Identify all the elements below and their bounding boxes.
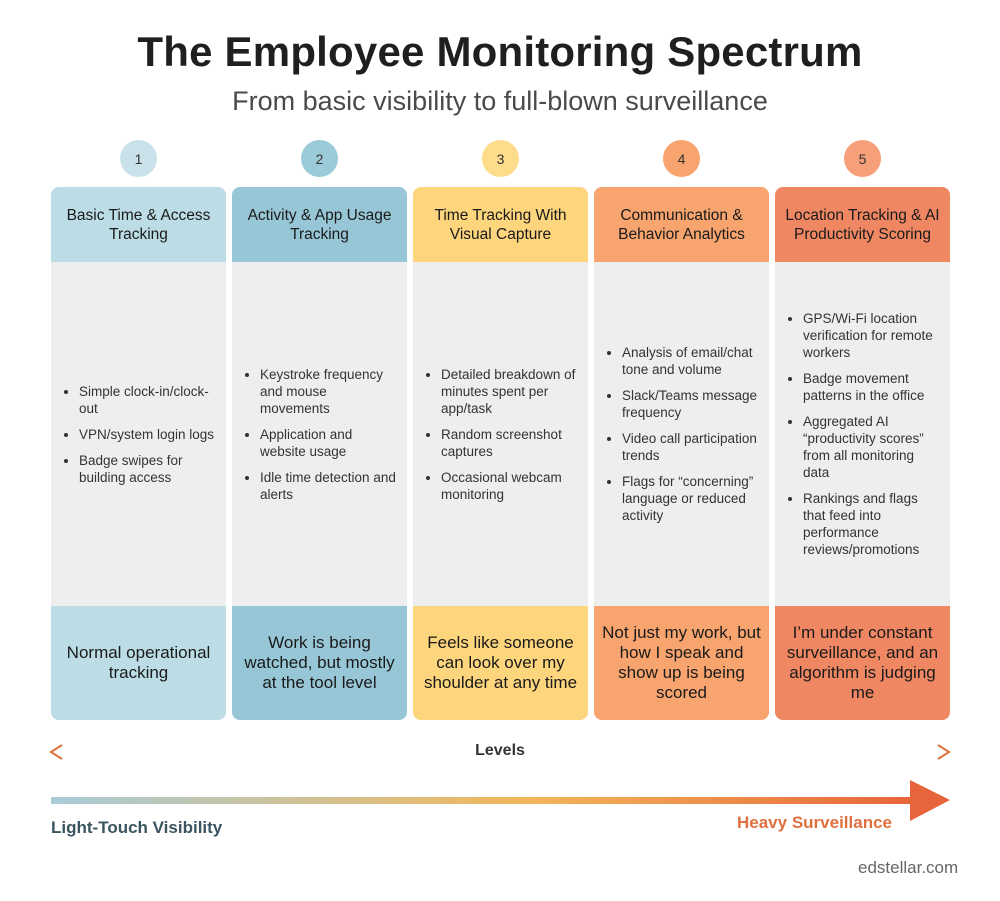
level-heading: Communication & Behavior Analytics	[594, 187, 769, 262]
level-item: Badge swipes for building access	[79, 452, 218, 486]
spectrum-arrow-head	[910, 780, 950, 821]
level-feeling: Not just my work, but how I speak and sh…	[594, 606, 769, 720]
level-item-list: GPS/Wi-Fi location verification for remo…	[789, 301, 942, 567]
level-details: Keystroke frequency and mouse movements A…	[232, 262, 407, 606]
page-title: The Employee Monitoring Spectrum	[137, 28, 863, 75]
level-item-list: Detailed breakdown of minutes spent per …	[427, 357, 580, 512]
level-column-4: 4 Communication & Behavior Analytics Analy…	[594, 140, 769, 720]
level-item: Idle time detection and alerts	[260, 469, 399, 503]
spectrum-arrow-shaft	[51, 797, 917, 804]
levels-arrowhead-left	[49, 744, 63, 760]
level-item: Occasional webcam monitoring	[441, 469, 580, 503]
level-item: Analysis of email/chat tone and volume	[622, 344, 761, 378]
level-item: Badge movement patterns in the office	[803, 370, 942, 404]
level-column-3: 3 Time Tracking With Visual Capture Detail…	[413, 140, 588, 720]
level-feeling: Work is being watched, but mostly at the…	[232, 606, 407, 720]
level-details: Simple clock-in/clock-out VPN/system logi…	[51, 262, 226, 606]
level-item: Aggregated AI “productivity scores” from…	[803, 413, 942, 481]
level-details: GPS/Wi-Fi location verification for remo…	[775, 262, 950, 606]
level-item-list: Keystroke frequency and mouse movements A…	[246, 357, 399, 512]
level-item: Flags for “concerning” language or reduc…	[622, 473, 761, 524]
level-column-1: 1 Basic Time & Access Tracking Simple cloc…	[51, 140, 226, 720]
levels-label: Levels	[475, 742, 525, 759]
level-heading: Time Tracking With Visual Capture	[413, 187, 588, 262]
level-feeling: I’m under constant surveillance, and an …	[775, 606, 950, 720]
scale-right-label: Heavy Surveillance	[737, 813, 892, 832]
level-item: Simple clock-in/clock-out	[79, 383, 218, 417]
level-item: GPS/Wi-Fi location verification for remo…	[803, 310, 942, 361]
level-number-badge: 5	[844, 140, 881, 177]
level-item-list: Simple clock-in/clock-out VPN/system logi…	[65, 374, 218, 495]
page-subtitle: From basic visibility to full-blown surv…	[232, 86, 768, 116]
level-heading: Basic Time & Access Tracking	[51, 187, 226, 262]
level-heading: Activity & App Usage Tracking	[232, 187, 407, 262]
level-item: Slack/Teams message frequency	[622, 387, 761, 421]
level-card: Time Tracking With Visual Capture Detaile…	[413, 187, 588, 720]
level-item: VPN/system login logs	[79, 426, 218, 443]
level-heading: Location Tracking & AI Productivity Scor…	[775, 187, 950, 262]
level-item: Random screenshot captures	[441, 426, 580, 460]
level-details: Analysis of email/chat tone and volume Sl…	[594, 262, 769, 606]
level-feeling: Feels like someone can look over my shou…	[413, 606, 588, 720]
credit-text: edstellar.com	[858, 858, 959, 877]
level-number-badge: 3	[482, 140, 519, 177]
level-number-badge: 4	[663, 140, 700, 177]
level-card: Location Tracking & AI Productivity Scor…	[775, 187, 950, 720]
level-item: Keystroke frequency and mouse movements	[260, 366, 399, 417]
level-column-2: 2 Activity & App Usage Tracking Keystroke …	[232, 140, 407, 720]
level-card: Activity & App Usage Tracking Keystroke f…	[232, 187, 407, 720]
level-item: Video call participation trends	[622, 430, 761, 464]
level-details: Detailed breakdown of minutes spent per …	[413, 262, 588, 606]
level-card: Basic Time & Access Tracking Simple clock…	[51, 187, 226, 720]
level-number-badge: 2	[301, 140, 338, 177]
level-item: Detailed breakdown of minutes spent per …	[441, 366, 580, 417]
level-card: Communication & Behavior Analytics Analys…	[594, 187, 769, 720]
level-number-badge: 1	[120, 140, 157, 177]
level-feeling: Normal operational tracking	[51, 606, 226, 720]
level-item: Application and website usage	[260, 426, 399, 460]
levels-arrowhead-right	[937, 744, 951, 760]
level-item: Rankings and flags that feed into perfor…	[803, 490, 942, 558]
scale-left-label: Light-Touch Visibility	[51, 818, 223, 837]
level-column-5: 5 Location Tracking & AI Productivity Sco…	[775, 140, 950, 720]
level-item-list: Analysis of email/chat tone and volume Sl…	[608, 335, 761, 533]
